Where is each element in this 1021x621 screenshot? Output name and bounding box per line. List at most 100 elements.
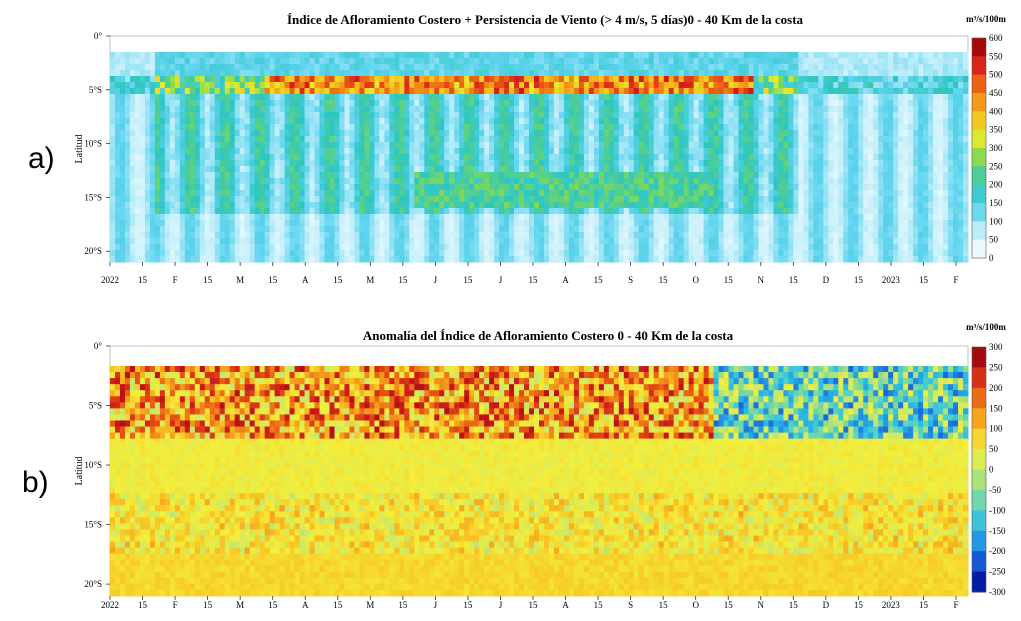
- heatmap-cell: [813, 58, 819, 65]
- heatmap-cell: [603, 196, 610, 203]
- heatmap-cell: [963, 124, 969, 131]
- heatmap-cell: [678, 82, 685, 89]
- heatmap-cell: [349, 172, 355, 179]
- heatmap-cell: [853, 220, 859, 227]
- heatmap-cell: [728, 106, 734, 113]
- heatmap-cell: [623, 190, 630, 197]
- heatmap-cell: [394, 118, 400, 125]
- heatmap-cell: [668, 196, 675, 203]
- heatmap-cell: [489, 220, 495, 227]
- heatmap-cell: [933, 64, 939, 71]
- heatmap-cell: [234, 106, 241, 113]
- heatmap-cell: [349, 220, 355, 227]
- heatmap-cell: [603, 112, 610, 119]
- heatmap-cell: [583, 100, 590, 107]
- heatmap-cell: [369, 70, 375, 77]
- panel-label-a: a): [28, 142, 55, 175]
- heatmap-cell: [214, 172, 221, 179]
- heatmap-cell: [369, 64, 375, 71]
- heatmap-cell: [384, 88, 390, 95]
- heatmap-cell: [499, 136, 505, 143]
- heatmap-cell: [419, 178, 425, 185]
- heatmap-cell: [194, 52, 201, 59]
- heatmap-cell: [344, 58, 350, 65]
- heatmap-cell: [504, 214, 510, 221]
- heatmap-cell: [299, 52, 305, 59]
- heatmap-cell: [648, 196, 655, 203]
- heatmap-cell: [374, 154, 380, 161]
- heatmap-cell: [628, 208, 635, 215]
- heatmap-cell: [848, 148, 854, 155]
- heatmap-cell: [504, 88, 510, 95]
- heatmap-cell: [758, 196, 764, 203]
- heatmap-cell: [354, 124, 360, 131]
- heatmap-cell: [279, 184, 285, 191]
- heatmap-cell: [828, 100, 834, 107]
- heatmap-cell: [863, 220, 869, 227]
- heatmap-cell: [958, 94, 964, 101]
- heatmap-cell: [534, 70, 540, 77]
- heatmap-cell: [688, 112, 695, 119]
- heatmap-cell: [334, 82, 340, 89]
- heatmap-cell: [573, 154, 580, 161]
- heatmap-cell: [753, 82, 759, 89]
- heatmap-cell: [713, 166, 719, 173]
- heatmap-cell: [494, 178, 500, 185]
- heatmap-cell: [514, 208, 520, 215]
- heatmap-cell: [469, 70, 475, 77]
- heatmap-cell: [239, 100, 246, 107]
- heatmap-cell: [593, 190, 600, 197]
- heatmap-cell: [643, 70, 650, 77]
- heatmap-cell: [848, 172, 854, 179]
- heatmap-cell: [174, 100, 181, 107]
- heatmap-cell: [449, 82, 455, 89]
- heatmap-cell: [139, 196, 146, 203]
- heatmap-cell: [683, 94, 690, 101]
- heatmap-cell: [354, 100, 360, 107]
- heatmap-cell: [773, 214, 779, 221]
- heatmap-cell: [708, 202, 714, 209]
- heatmap-cell: [848, 190, 854, 197]
- heatmap-cell: [429, 214, 435, 221]
- heatmap-cell: [628, 58, 635, 65]
- heatmap-cell: [254, 106, 261, 113]
- heatmap-cell: [958, 100, 964, 107]
- heatmap-cell: [384, 160, 390, 167]
- heatmap-cell: [394, 76, 400, 83]
- heatmap-cell: [374, 118, 380, 125]
- heatmap-cell: [534, 142, 540, 149]
- heatmap-cell: [863, 118, 869, 125]
- heatmap-cell: [519, 214, 525, 221]
- heatmap-cell: [134, 100, 141, 107]
- heatmap-cell: [504, 94, 510, 101]
- heatmap-cell: [888, 58, 894, 65]
- heatmap-cell: [274, 148, 281, 155]
- heatmap-cell: [703, 94, 710, 101]
- heatmap-cell: [608, 142, 615, 149]
- heatmap-cell: [558, 136, 565, 143]
- heatmap-cell: [828, 58, 834, 65]
- heatmap-cell: [703, 58, 710, 65]
- heatmap-cell: [948, 160, 954, 167]
- heatmap-cell: [573, 214, 580, 221]
- heatmap-cell: [274, 178, 281, 185]
- heatmap-cell: [718, 166, 724, 173]
- heatmap-cell: [304, 160, 310, 167]
- heatmap-cell: [808, 184, 814, 191]
- heatmap-cell: [164, 172, 171, 179]
- heatmap-cell: [179, 118, 186, 125]
- heatmap-cell: [758, 112, 764, 119]
- heatmap-cell: [583, 88, 590, 95]
- heatmap-cell: [359, 70, 365, 77]
- heatmap-cell: [394, 124, 400, 131]
- heatmap-cell: [888, 52, 894, 59]
- heatmap-cell: [638, 52, 645, 59]
- heatmap-cell: [903, 196, 909, 203]
- heatmap-cell: [933, 178, 939, 185]
- heatmap-cell: [628, 124, 635, 131]
- heatmap-cell: [948, 178, 954, 185]
- heatmap-cell: [843, 82, 849, 89]
- heatmap-cell: [264, 100, 271, 107]
- heatmap-cell: [154, 214, 161, 221]
- heatmap-cell: [254, 124, 261, 131]
